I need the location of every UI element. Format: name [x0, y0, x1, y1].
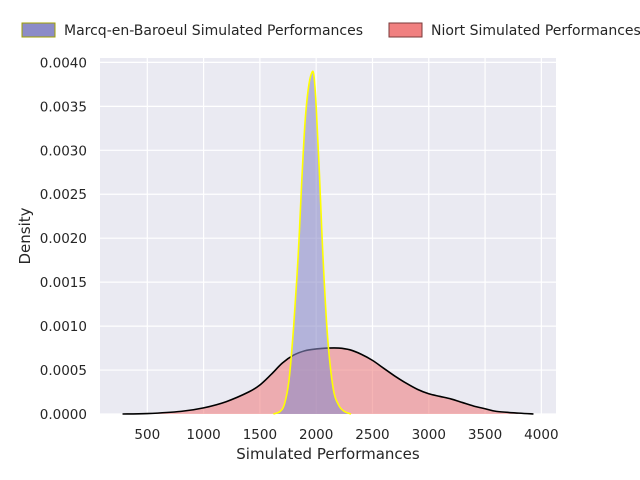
x-axis-label: Simulated Performances — [236, 445, 420, 463]
density-line-marcq — [273, 70, 352, 415]
y-tick-label: 0.0020 — [40, 231, 87, 247]
density-line-niort — [122, 347, 534, 415]
x-tick-label: 4000 — [524, 427, 558, 443]
y-tick-label: 0.0035 — [40, 99, 87, 115]
x-tick-label: 1500 — [243, 427, 277, 443]
x-tick-label: 1000 — [186, 427, 220, 443]
x-tick-label: 2500 — [355, 427, 389, 443]
legend-swatch-marcq — [21, 22, 56, 38]
density-areas — [122, 70, 534, 415]
x-tick-labels: 500 1000 1500 2000 2500 3000 3500 4000 — [134, 427, 558, 443]
y-axis-label: Density — [16, 207, 34, 264]
y-tick-label: 0.0000 — [40, 407, 87, 423]
x-tick-label: 500 — [134, 427, 160, 443]
density-area-marcq — [273, 71, 352, 414]
y-tick-label: 0.0040 — [40, 55, 87, 71]
x-tick-label: 3500 — [468, 427, 502, 443]
legend-swatch-niort — [388, 22, 423, 38]
x-tick-label: 2000 — [299, 427, 333, 443]
y-tick-label: 0.0010 — [40, 319, 87, 335]
y-tick-label: 0.0025 — [40, 187, 87, 203]
legend-label-niort: Niort Simulated Performances — [431, 23, 640, 39]
legend-label-marcq: Marcq-en-Baroeul Simulated Performances — [64, 23, 363, 39]
x-tick-label: 3000 — [412, 427, 446, 443]
y-tick-label: 0.0015 — [40, 275, 87, 291]
legend: Marcq-en-Baroeul Simulated Performances … — [21, 22, 640, 39]
y-tick-label: 0.0005 — [40, 363, 87, 379]
y-tick-labels: 0.0000 0.0005 0.0010 0.0015 0.0020 0.0025 0.00… — [40, 55, 87, 423]
y-tick-label: 0.0030 — [40, 143, 87, 159]
